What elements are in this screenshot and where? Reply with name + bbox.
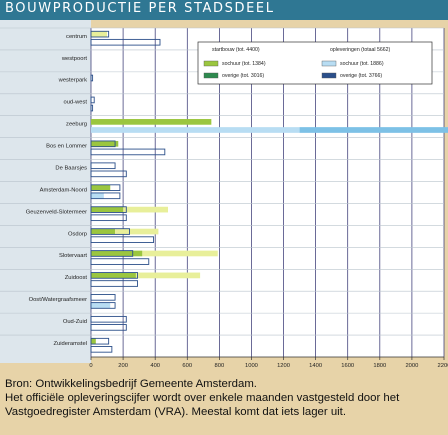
category-label: westerpark <box>58 78 87 84</box>
startbouw-bar <box>90 337 110 345</box>
legend-box <box>197 41 433 85</box>
startbouw-bar-segment <box>91 140 119 147</box>
opleveringen-bar <box>90 104 94 112</box>
startbouw-bar <box>90 96 95 104</box>
category-label: oud-west <box>63 100 87 106</box>
startbouw-bar-segment <box>123 206 169 213</box>
startbouw-bar <box>90 294 116 301</box>
category-label: Osdorp <box>68 231 87 237</box>
category-label: zeeburg <box>66 122 87 128</box>
legend-label: overige (tot. 3766) <box>340 73 382 79</box>
category-label: westpoort <box>61 56 88 62</box>
opleveringen-bar-segment <box>91 192 104 199</box>
opleveringen-bar <box>90 324 127 331</box>
opleveringen-bar <box>90 214 127 222</box>
startbouw-bar-segment <box>91 250 143 257</box>
startbouw-bar-segment <box>91 119 212 125</box>
startbouw-bar <box>90 228 130 235</box>
opleveringen-bar <box>90 258 150 265</box>
x-tick-label-600: 600 <box>182 363 192 369</box>
startbouw-bar <box>90 272 138 279</box>
source-text: Bron: Ontwikkelingsbedrijf Gemeente Amst… <box>5 378 257 390</box>
category-label: centrum <box>66 34 87 40</box>
opleveringen-bar <box>90 302 116 309</box>
startbouw-bar-segment <box>115 228 159 235</box>
startbouw-bar <box>90 184 121 191</box>
startbouw-bar <box>90 315 127 323</box>
startbouw-bar-segment <box>91 206 124 213</box>
startbouw-bar-segment <box>91 338 96 345</box>
category-label: Amsterdam-Noord <box>40 187 87 193</box>
title-bar: BOUWPRODUCTIE PER STADSDEEL <box>0 0 448 20</box>
startbouw-bar-segment <box>91 184 111 191</box>
x-tick-label-200: 200 <box>118 363 128 369</box>
startbouw-bar <box>90 74 94 82</box>
startbouw-bar-segment <box>135 272 201 279</box>
opleveringen-bar <box>90 38 161 46</box>
opleveringen-bar <box>90 236 155 243</box>
category-label: Slotervaart <box>59 253 87 259</box>
x-tick-label-1800: 1800 <box>373 363 386 369</box>
x-tick-label-1200: 1200 <box>277 363 290 369</box>
chart-title: BOUWPRODUCTIE PER STADSDEEL <box>5 1 275 16</box>
category-label: Zuideramstel <box>53 341 87 347</box>
category-label: Oost/Watergraafsmeer <box>29 297 87 303</box>
opleveringen-bar-segment <box>91 302 111 309</box>
category-panel <box>0 20 91 363</box>
opleveringen-bar <box>90 280 138 287</box>
opleveringen-bar <box>90 148 166 156</box>
x-tick-label-800: 800 <box>215 363 225 369</box>
category-label: De Baarsjes <box>55 165 87 171</box>
legend-swatch <box>321 72 337 79</box>
startbouw-bar-segment <box>91 31 108 37</box>
footer: Bron: Ontwikkelingsbedrijf Gemeente Amst… <box>5 377 443 419</box>
opleveringen-bar <box>90 192 121 200</box>
x-tick-label-2200: 2200 <box>438 363 448 369</box>
x-tick-label-0: 0 <box>89 363 92 369</box>
legend-label: opleveringen (totaal 5662) <box>330 47 391 53</box>
bar-chart: 0 200 400 600 800 1000 1200 1400 1600 1800 2000 220… <box>0 20 448 369</box>
x-tick-label-1000: 1000 <box>245 363 258 369</box>
startbouw-bar-segment <box>91 272 136 279</box>
startbouw-bar <box>90 162 116 170</box>
startbouw-bar-segment <box>142 250 218 257</box>
x-tick-label-2000: 2000 <box>405 363 418 369</box>
note-line-2: Vastgoedregister Amsterdam (VRA). Meesta… <box>5 406 347 418</box>
category-label: Bos en Lommer <box>46 144 87 150</box>
legend-label: sochuur (tot. 1384) <box>222 61 266 67</box>
legend-label: overige (tot. 3016) <box>222 73 264 79</box>
legend-label: sochuur (tot. 1886) <box>340 61 384 67</box>
opleveringen-bar <box>90 346 113 353</box>
category-label: Oud-Zuid <box>63 319 87 325</box>
opleveringen-bar-segment <box>299 127 448 133</box>
legend-swatch <box>321 60 337 67</box>
x-tick-label-1400: 1400 <box>309 363 322 369</box>
startbouw-bar <box>90 206 127 213</box>
legend-swatch <box>203 60 219 67</box>
legend-label: startbouw (tot. 4400) <box>212 47 260 53</box>
legend-swatch <box>203 72 219 79</box>
startbouw-bar <box>90 250 134 257</box>
category-label: Zuidoost <box>65 275 88 281</box>
startbouw-bar-segment <box>91 228 116 235</box>
startbouw-bar <box>90 30 110 38</box>
x-tick-label-400: 400 <box>150 363 160 369</box>
note-line-1: Het officiële opleveringscijfer wordt ov… <box>5 392 400 404</box>
opleveringen-bar-segment <box>91 127 300 133</box>
opleveringen-bar <box>90 170 127 178</box>
category-label: Geuzenveld-Slotermeer <box>26 209 87 215</box>
startbouw-bar <box>90 140 116 148</box>
x-tick-label-1600: 1600 <box>341 363 354 369</box>
